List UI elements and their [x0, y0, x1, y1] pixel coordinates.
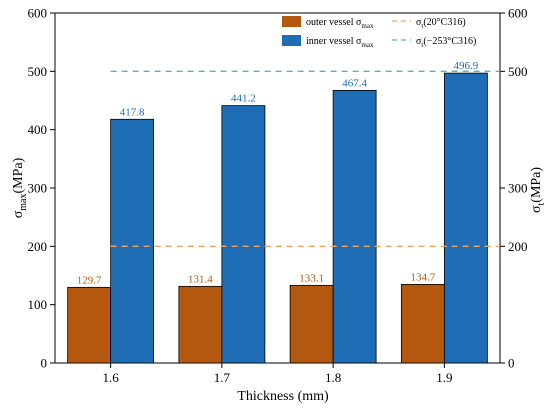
- data-label-outer-vessel: 133.1: [299, 272, 324, 284]
- y-axis-title: σmax(MPa): [11, 157, 29, 218]
- legend-label-outer-vessel-sub: max: [361, 22, 374, 30]
- data-label-inner-vessel: 467.4: [342, 77, 367, 89]
- bar-inner-vessel: [332, 89, 377, 364]
- legend-label-outer-vessel: outer vessel σmax: [306, 17, 374, 30]
- y-axis-title-rest: (MPa): [11, 157, 26, 193]
- bar-outer-vessel: [400, 284, 445, 364]
- y2-axis-title-main: σ: [529, 205, 544, 213]
- bar-inner-vessel: [221, 105, 266, 364]
- legend-label-ref-20c: σt(20°C316): [416, 17, 466, 30]
- y2-tick-label: 500: [508, 64, 528, 79]
- data-label-outer-vessel: 129.7: [77, 274, 102, 286]
- legend: outer vessel σmax inner vessel σmax σt(2…: [282, 16, 476, 49]
- x-tick-label: 1.7: [214, 370, 231, 385]
- data-label-outer-vessel: 131.4: [188, 273, 213, 285]
- x-tick-label: 1.8: [325, 370, 341, 385]
- data-label-inner-vessel: 441.2: [231, 93, 256, 105]
- bar-inner-vessel: [110, 118, 155, 364]
- y2-axis-title-rest: (MPa): [529, 167, 544, 203]
- bar-inner-vessel: [443, 72, 488, 364]
- legend-label-inner-vessel-main: inner vessel σ: [306, 36, 362, 47]
- y-tick-label: 200: [28, 239, 48, 254]
- y2-tick-label: 600: [508, 6, 528, 21]
- data-label-inner-vessel: 417.8: [120, 106, 145, 118]
- bar-outer-vessel: [289, 284, 334, 364]
- y2-axis-title-sub: t: [536, 203, 547, 206]
- legend-label-inner-vessel: inner vessel σmax: [306, 36, 374, 49]
- x-tick-label: 1.6: [103, 370, 120, 385]
- legend-label-ref-minus253c-main: σ: [416, 36, 422, 47]
- data-label-outer-vessel: 134.7: [411, 271, 436, 283]
- y-tick-label: 300: [28, 181, 48, 196]
- y-tick-label: 100: [28, 297, 48, 312]
- y-axis-title-sub: max: [18, 194, 29, 211]
- bar-outer-vessel: [67, 286, 112, 364]
- x-axis-title: Thickness (mm): [237, 389, 329, 404]
- legend-label-ref-minus253c: σt(−253°C316): [416, 36, 476, 49]
- x-tick-label: 1.9: [436, 370, 452, 385]
- legend-label-ref-minus253c-rest: (−253°C316): [423, 36, 476, 47]
- legend-label-ref-20c-rest: (20°C316): [423, 17, 465, 28]
- y-tick-label: 0: [41, 356, 48, 371]
- y-axis-title-main: σ: [11, 210, 26, 218]
- y2-tick-label: 200: [508, 239, 528, 254]
- y2-tick-label: 300: [508, 181, 528, 196]
- data-label-inner-vessel: 496.9: [454, 60, 479, 72]
- legend-label-ref-minus253c-sub: t: [421, 41, 423, 49]
- legend-label-ref-20c-main: σ: [416, 17, 422, 28]
- y-tick-label: 500: [28, 64, 48, 79]
- legend-label-ref-20c-sub: t: [421, 22, 423, 30]
- y2-axis-title: σt(MPa): [529, 167, 547, 213]
- y2-tick-label: 0: [508, 356, 515, 371]
- legend-label-outer-vessel-main: outer vessel σ: [306, 17, 362, 28]
- y-tick-label: 600: [28, 6, 48, 21]
- plot-area: 0 100 200 300 400 500 600 0 200 300 500 600 129.7 417…: [28, 6, 528, 386]
- y-tick-label: 400: [28, 122, 48, 137]
- legend-swatch-outer-vessel: [282, 16, 301, 27]
- bar-outer-vessel: [178, 285, 223, 364]
- legend-swatch-inner-vessel: [282, 35, 301, 46]
- legend-label-inner-vessel-sub: max: [361, 41, 374, 49]
